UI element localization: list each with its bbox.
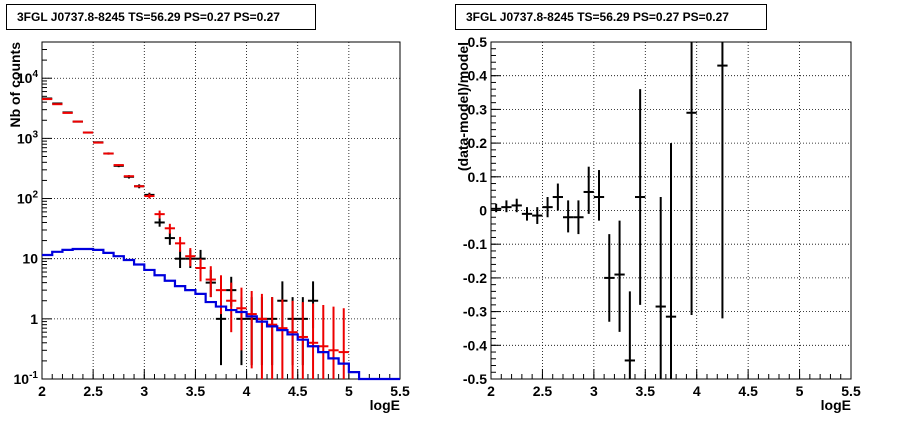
data-point — [614, 220, 625, 332]
data-point — [501, 200, 512, 213]
data-point — [635, 89, 646, 305]
y-tick-label: -0.3 — [463, 304, 487, 320]
data-point — [593, 170, 605, 221]
model-point — [185, 248, 196, 267]
model-point — [256, 293, 268, 379]
x-tick-label: 2.5 — [533, 383, 553, 399]
data-point — [583, 166, 594, 214]
y-tick-label: 103 — [17, 129, 39, 146]
data-point — [552, 183, 563, 211]
model-point — [307, 303, 319, 379]
model-point — [226, 282, 237, 333]
y-tick-label: -0.4 — [463, 337, 487, 353]
left-chart-title: 3FGL J0737.8-8245 TS=56.29 PS=0.27 PS=0.… — [6, 4, 316, 30]
y-tick-label: 0.1 — [468, 169, 488, 185]
model-point — [246, 291, 257, 369]
x-tick-label: 2 — [487, 383, 495, 399]
y-axis-title: (data-model)/model — [455, 42, 471, 171]
x-axis-title: logE — [821, 397, 851, 413]
data-point — [521, 207, 533, 221]
y-tick-label: 0 — [479, 203, 487, 219]
data-point — [573, 200, 584, 235]
data-point — [717, 42, 728, 319]
y-tick-label: 0.2 — [468, 135, 488, 151]
x-tick-label: 4 — [693, 383, 701, 399]
model-point — [318, 304, 329, 379]
y-tick-label: -0.2 — [463, 270, 487, 286]
model-point — [174, 236, 186, 252]
data-point — [665, 143, 677, 379]
model-point — [205, 266, 216, 298]
x-tick-label: 4 — [243, 383, 251, 399]
model-point — [144, 193, 155, 199]
data-point — [164, 232, 175, 245]
y-tick-label: 102 — [17, 190, 39, 207]
model-point — [236, 287, 247, 351]
model-point — [164, 223, 175, 234]
y-tick-label: -0.1 — [463, 236, 487, 252]
y-tick-label: 0.5 — [468, 34, 488, 50]
x-tick-label: 3.5 — [636, 383, 656, 399]
y-tick-label: 0.4 — [468, 68, 488, 84]
x-tick-label: 3 — [140, 383, 148, 399]
x-tick-label: 4.5 — [738, 383, 758, 399]
y-tick-label: -0.5 — [463, 371, 487, 387]
model-point — [328, 306, 339, 379]
model-step-line — [42, 247, 400, 381]
x-tick-label: 3 — [590, 383, 598, 399]
data-point — [174, 249, 186, 269]
model-point — [267, 297, 278, 379]
data-point — [532, 207, 543, 224]
x-axis-title: logE — [370, 397, 400, 413]
y-tick-label: 0.3 — [468, 101, 488, 117]
model-point — [195, 258, 206, 282]
y-axis-title: Nb of counts — [7, 42, 23, 128]
right-chart-title: 3FGL J0737.8-8245 TS=56.29 PS=0.27 PS=0.… — [455, 4, 767, 30]
data-point — [491, 203, 502, 213]
x-tick-label: 5 — [796, 383, 804, 399]
x-tick-label: 5.5 — [390, 383, 410, 399]
y-tick-label: 10-1 — [14, 370, 39, 387]
model-point — [277, 299, 288, 379]
x-tick-label: 5 — [345, 383, 353, 399]
x-tick-label: 5.5 — [841, 383, 861, 399]
data-point — [542, 197, 553, 218]
model-point — [287, 300, 298, 379]
data-point — [604, 234, 615, 322]
data-point — [563, 200, 574, 233]
x-tick-label: 2.5 — [83, 383, 103, 399]
data-point — [655, 197, 666, 379]
x-tick-label: 4.5 — [288, 383, 308, 399]
data-point — [624, 291, 635, 379]
y-tick-label: 10 — [22, 251, 38, 267]
data-point — [686, 42, 697, 315]
model-point — [338, 308, 349, 379]
data-point — [511, 198, 522, 213]
right-panel: 2 2.5 3 3.5 4 4.5 5 5.5 -0.5 -0.4 -0.3 -0.2 -0.1 0 0.1… — [455, 34, 861, 413]
data-point — [154, 218, 165, 227]
model-point — [154, 210, 165, 219]
x-tick-label: 3.5 — [186, 383, 206, 399]
y-tick-label: 1 — [30, 311, 38, 327]
x-tick-label: 2 — [38, 383, 46, 399]
